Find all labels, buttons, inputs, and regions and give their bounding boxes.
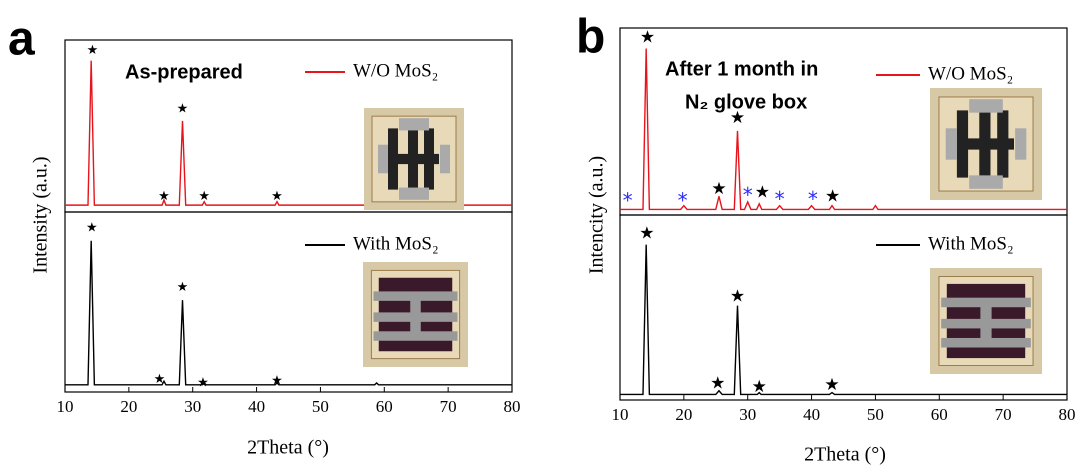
annotation: As-prepared: [125, 61, 243, 83]
peak-marker: ★: [87, 43, 99, 58]
x-axis-label: 2Theta (°): [247, 437, 329, 459]
spectrum-line: [620, 244, 1067, 396]
spectrum-line: [620, 48, 1067, 211]
panel-label: b: [576, 11, 605, 64]
peak-marker: ★: [177, 101, 189, 116]
peak-marker: ★: [824, 375, 839, 395]
peak-marker: ★: [271, 374, 283, 389]
x-tick-label: 10: [612, 405, 629, 424]
photo-electrode: [958, 138, 1014, 150]
x-tick-label: 80: [1059, 405, 1076, 424]
device-photo: [364, 108, 464, 210]
peak-marker: ★: [711, 179, 726, 199]
x-tick-label: 20: [675, 405, 692, 424]
photo-electrode: [389, 153, 439, 165]
peak-marker: ★: [197, 376, 209, 391]
x-tick-label: 30: [739, 405, 756, 424]
photo-pad: [945, 128, 957, 160]
axes-frame: [64, 211, 513, 393]
photo-pad: [378, 144, 388, 174]
photo-electrode: [980, 299, 992, 343]
photo-pad: [969, 99, 1003, 113]
axes-frame: [619, 214, 1068, 401]
annotation: N₂ glove box: [685, 91, 807, 113]
annotation: After 1 month in: [665, 58, 818, 80]
legend-label: With MoS₂: [928, 233, 1014, 254]
x-tick-label: 40: [248, 397, 265, 416]
photo-electrode: [373, 331, 458, 341]
x-tick-label: 60: [376, 397, 393, 416]
peak-marker: *: [775, 187, 785, 211]
peak-marker: ★: [639, 224, 654, 244]
photo-pad: [440, 144, 450, 174]
x-tick-label: 70: [995, 405, 1012, 424]
photo-pad: [399, 118, 429, 131]
x-tick-label: 20: [120, 397, 137, 416]
peak-marker: ★: [86, 221, 98, 236]
legend-label: With MoS₂: [353, 233, 439, 254]
peak-marker: *: [808, 187, 818, 211]
peak-marker: ★: [730, 108, 745, 128]
spectrum-line: [65, 240, 512, 386]
peak-marker: ★: [825, 186, 840, 206]
peak-marker: *: [623, 189, 633, 213]
peak-marker: ★: [271, 189, 283, 204]
x-tick-label: 10: [57, 397, 74, 416]
x-tick-label: 50: [867, 405, 884, 424]
panel-label: a: [8, 13, 35, 66]
peak-marker: ★: [640, 27, 655, 47]
photo-electrode: [410, 293, 421, 336]
peak-marker: *: [678, 189, 688, 213]
x-tick-label: 30: [184, 397, 201, 416]
peak-marker: ★: [154, 372, 166, 387]
peak-marker: ★: [755, 183, 770, 203]
peak-marker: *: [743, 183, 753, 207]
x-tick-label: 70: [440, 397, 457, 416]
peak-marker: ★: [177, 280, 189, 295]
photo-electrode: [941, 337, 1031, 348]
legend-label: W/O MoS₂: [928, 63, 1013, 84]
peak-marker: ★: [198, 189, 210, 204]
y-axis-label: Intencity (a.u.): [586, 156, 608, 274]
legend-label: W/O MoS₂: [353, 60, 438, 81]
x-tick-label: 50: [312, 397, 329, 416]
y-axis-label: Intensity (a.u.): [30, 156, 52, 273]
photo-pad: [969, 175, 1003, 189]
x-tick-label: 80: [504, 397, 521, 416]
spectrum-line: [65, 60, 512, 206]
x-axis-label: 2Theta (°): [804, 444, 886, 466]
photo-pad: [1015, 128, 1027, 160]
device-photo: [930, 268, 1042, 374]
device-photo: [363, 262, 468, 367]
peak-marker: ★: [752, 377, 767, 397]
x-tick-label: 60: [931, 405, 948, 424]
peak-marker: ★: [710, 373, 725, 393]
device-photo: [930, 88, 1042, 200]
peak-marker: ★: [730, 286, 745, 306]
photo-pad: [399, 187, 429, 200]
peak-marker: ★: [158, 189, 170, 204]
x-tick-label: 40: [803, 405, 820, 424]
